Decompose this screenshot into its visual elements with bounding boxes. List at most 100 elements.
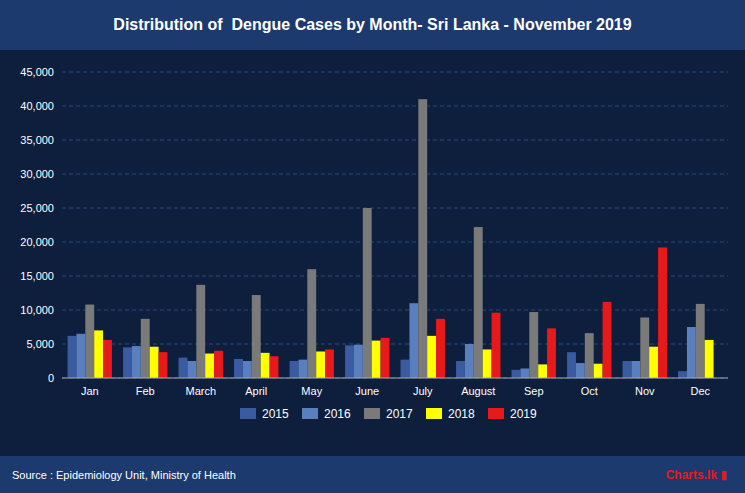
x-tick-label: Jan bbox=[81, 385, 99, 397]
bar bbox=[159, 352, 168, 378]
x-tick-label: Dec bbox=[690, 385, 710, 397]
y-tick-label: 25,000 bbox=[20, 202, 54, 214]
bar bbox=[372, 341, 381, 378]
bar bbox=[640, 317, 649, 378]
grid-line bbox=[62, 378, 728, 379]
x-tick-label: June bbox=[355, 385, 379, 397]
bar bbox=[512, 370, 521, 378]
x-tick-label: March bbox=[185, 385, 216, 397]
legend: 2015 2016 2017 2018 2019 bbox=[240, 407, 537, 421]
bar bbox=[132, 346, 141, 378]
x-tick-label: Oct bbox=[581, 385, 598, 397]
bar bbox=[547, 328, 556, 378]
bar bbox=[150, 347, 159, 378]
bar bbox=[483, 349, 492, 378]
bar bbox=[354, 345, 363, 378]
bar bbox=[205, 354, 214, 378]
bar bbox=[270, 356, 279, 378]
legend-swatch bbox=[240, 408, 256, 419]
bar bbox=[103, 340, 112, 378]
grid-line bbox=[62, 276, 728, 277]
legend-swatch bbox=[302, 408, 318, 419]
y-tick-label: 10,000 bbox=[20, 304, 54, 316]
y-tick-label: 45,000 bbox=[20, 66, 54, 78]
bar bbox=[196, 285, 205, 378]
x-tick-label: August bbox=[461, 385, 495, 397]
grid-line bbox=[62, 106, 728, 107]
y-tick-label: 20,000 bbox=[20, 236, 54, 248]
bar bbox=[456, 361, 465, 378]
bar bbox=[623, 361, 632, 378]
bar bbox=[576, 363, 585, 378]
bar bbox=[123, 347, 132, 378]
legend-label: 2019 bbox=[510, 407, 537, 421]
bar bbox=[520, 368, 529, 378]
bar bbox=[307, 269, 316, 378]
x-tick-label: Nov bbox=[635, 385, 655, 397]
bar bbox=[316, 351, 325, 378]
chart: Distribution of Dengue Cases by Month- S… bbox=[0, 0, 745, 493]
footer-banner bbox=[0, 456, 745, 493]
legend-swatch bbox=[426, 408, 442, 419]
title-banner bbox=[0, 0, 745, 50]
x-tick-label: Sep bbox=[524, 385, 544, 397]
y-tick-label: 30,000 bbox=[20, 168, 54, 180]
bar bbox=[603, 302, 612, 378]
bar bbox=[179, 358, 188, 378]
bar bbox=[418, 99, 427, 378]
grid-line bbox=[62, 72, 728, 73]
x-tick-label: April bbox=[245, 385, 267, 397]
source-note: Source : Epidemiology Unit, Ministry of … bbox=[12, 469, 236, 481]
grid-line bbox=[62, 208, 728, 209]
bar bbox=[631, 361, 640, 378]
bar bbox=[345, 345, 354, 378]
bar bbox=[492, 313, 501, 378]
legend-label: 2016 bbox=[324, 407, 351, 421]
bars bbox=[68, 99, 714, 378]
y-tick-label: 0 bbox=[48, 372, 54, 384]
grid-line bbox=[62, 344, 728, 345]
grid-line bbox=[62, 140, 728, 141]
bar bbox=[678, 371, 687, 378]
bar bbox=[401, 360, 410, 378]
logo-text: Charts.lk ▮ bbox=[666, 468, 727, 482]
bar bbox=[187, 361, 196, 378]
bar bbox=[409, 303, 418, 378]
x-tick-label: July bbox=[413, 385, 433, 397]
bar bbox=[436, 319, 445, 378]
bar bbox=[214, 351, 223, 378]
bar bbox=[290, 361, 299, 378]
y-tick-label: 35,000 bbox=[20, 134, 54, 146]
bar bbox=[538, 364, 547, 378]
bar bbox=[474, 227, 483, 378]
x-axis-line bbox=[62, 378, 728, 379]
bar bbox=[363, 208, 372, 378]
y-tick-label: 40,000 bbox=[20, 100, 54, 112]
bar bbox=[85, 305, 94, 378]
bar bbox=[594, 364, 603, 378]
bar bbox=[234, 359, 243, 378]
y-tick-label: 5,000 bbox=[26, 338, 54, 350]
y-tick-label: 15,000 bbox=[20, 270, 54, 282]
bar bbox=[381, 338, 390, 378]
x-tick-label: Feb bbox=[136, 385, 155, 397]
legend-label: 2017 bbox=[386, 407, 413, 421]
bar bbox=[705, 340, 714, 378]
grid-line bbox=[62, 174, 728, 175]
grid-line bbox=[62, 310, 728, 311]
legend-swatch bbox=[364, 408, 380, 419]
bar bbox=[649, 347, 658, 378]
legend-label: 2018 bbox=[448, 407, 475, 421]
bar bbox=[298, 360, 307, 378]
bar bbox=[141, 319, 150, 378]
legend-label: 2015 bbox=[262, 407, 289, 421]
bar bbox=[261, 353, 270, 378]
bar bbox=[585, 333, 594, 378]
bar bbox=[94, 330, 103, 378]
bar bbox=[76, 334, 85, 378]
bar bbox=[658, 247, 667, 378]
bar bbox=[68, 336, 77, 378]
bar bbox=[465, 344, 474, 378]
bar bbox=[252, 295, 261, 378]
title: Distribution of Dengue Cases by Month- S… bbox=[113, 16, 631, 33]
